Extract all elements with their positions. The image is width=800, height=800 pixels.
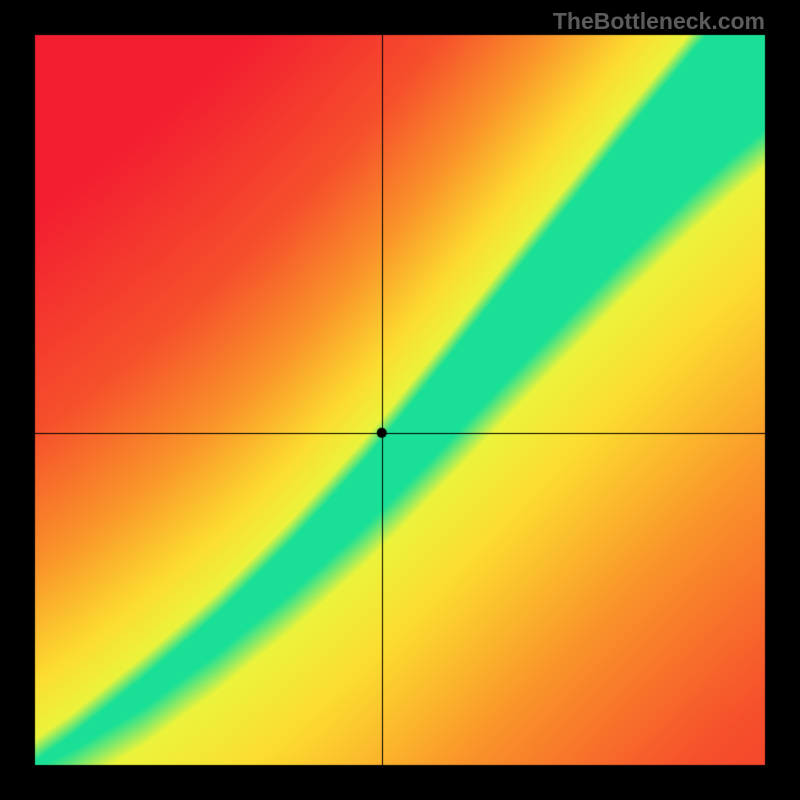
watermark-text: TheBottleneck.com — [553, 8, 765, 35]
bottleneck-heatmap — [0, 0, 800, 800]
